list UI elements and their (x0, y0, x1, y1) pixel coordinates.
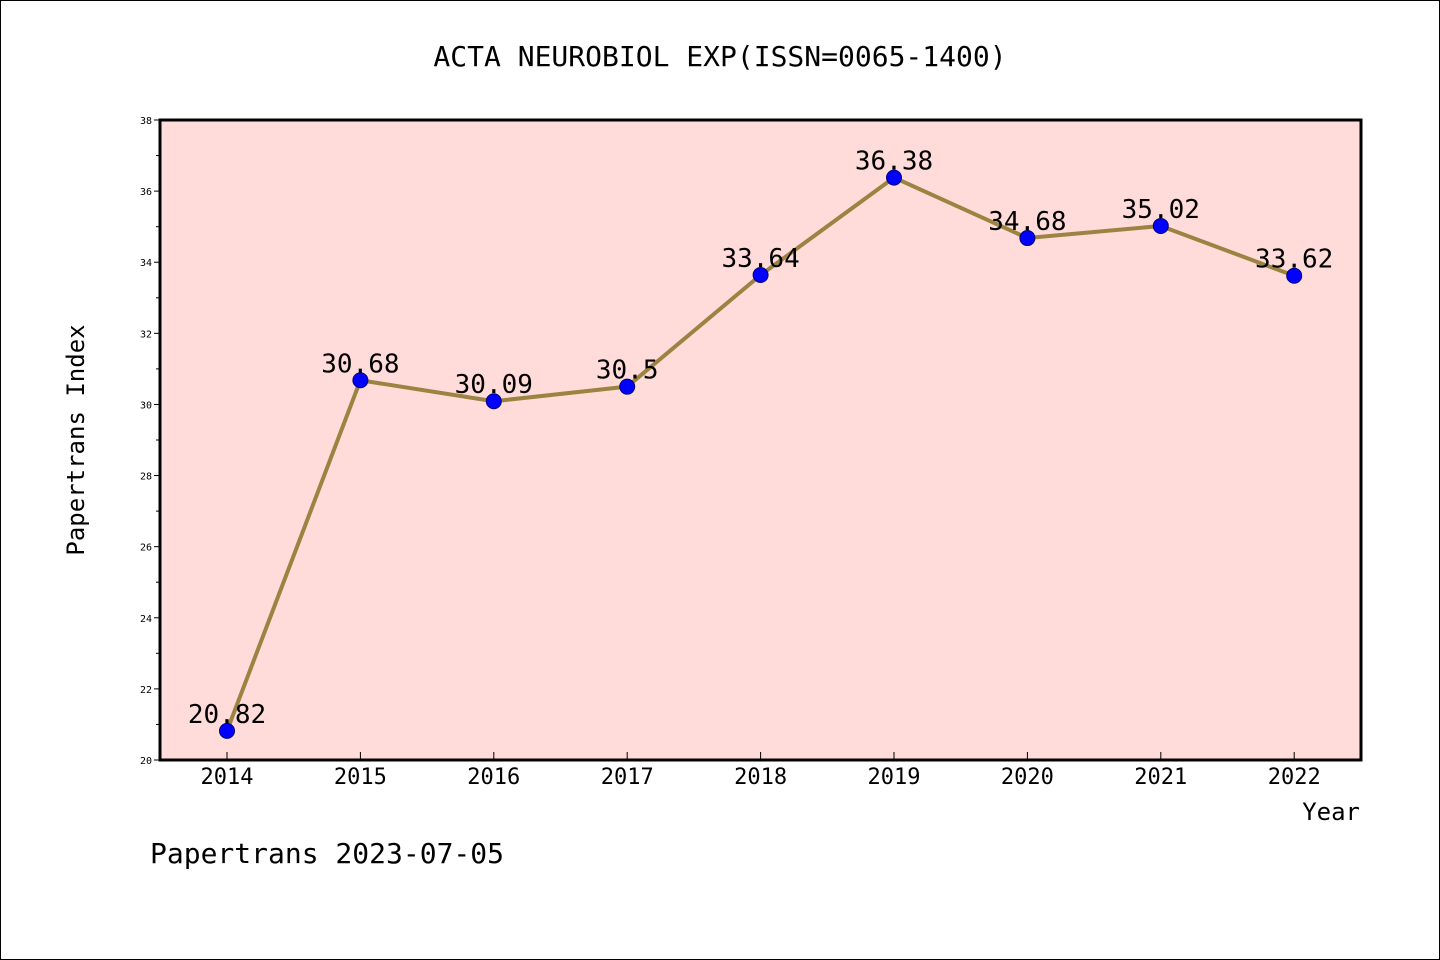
data-point (1019, 230, 1036, 247)
x-tick-label: 2021 (1134, 765, 1187, 790)
data-label: 20.82 (188, 700, 266, 730)
data-label: 36.38 (855, 147, 933, 177)
y-tick-label: 28 (140, 472, 152, 483)
x-tick-label: 2018 (734, 765, 787, 790)
x-tick-label: 2016 (467, 765, 520, 790)
data-label: 35.02 (1122, 195, 1200, 225)
series-line-group (219, 169, 1303, 739)
data-label: 30.68 (321, 349, 399, 379)
x-tick-label: 2017 (601, 765, 654, 790)
y-axis-label: Papertrans Index (62, 324, 90, 555)
y-tick-label: 34 (140, 258, 152, 269)
data-label: 30.09 (455, 370, 533, 400)
data-label: 34.68 (988, 207, 1066, 237)
y-tick-label: 36 (140, 187, 152, 198)
data-label: 33.62 (1255, 245, 1333, 275)
x-tick-label: 2014 (201, 765, 254, 790)
x-axis: 2014 2015 2016 2017 2018 2019 2020 2021 2022 (201, 752, 1321, 790)
data-labels: 20.82 30.68 30.09 30.5 33.64 36.38 34.68 35.02 3… (188, 147, 1333, 730)
x-axis-label: Year (1302, 798, 1360, 826)
data-label: 30.5 (596, 356, 659, 386)
y-tick-label: 38 (140, 116, 152, 127)
x-tick-label: 2022 (1268, 765, 1321, 790)
footer-text: Papertrans 2023-07-05 (150, 837, 504, 870)
data-point (619, 378, 636, 395)
x-tick-label: 2015 (334, 765, 387, 790)
data-point (1152, 217, 1169, 234)
y-tick-label: 30 (140, 400, 152, 411)
x-tick-label: 2019 (868, 765, 921, 790)
chart-title: ACTA NEUROBIOL EXP(ISSN=0065-1400) (433, 40, 1006, 73)
y-tick-label: 22 (140, 685, 152, 696)
data-point (752, 267, 769, 284)
data-point (352, 372, 369, 389)
data-point (485, 393, 502, 410)
y-tick-label: 26 (140, 543, 152, 554)
y-tick-label: 20 (140, 756, 152, 767)
x-tick-label: 2020 (1001, 765, 1054, 790)
y-axis: 20 22 24 26 28 30 32 34 36 38 (140, 116, 160, 767)
data-label: 33.64 (721, 244, 799, 274)
data-point (219, 722, 235, 739)
data-point (1286, 267, 1303, 284)
y-tick-label: 32 (140, 329, 152, 340)
y-tick-label: 24 (140, 614, 152, 625)
data-point (886, 169, 902, 186)
